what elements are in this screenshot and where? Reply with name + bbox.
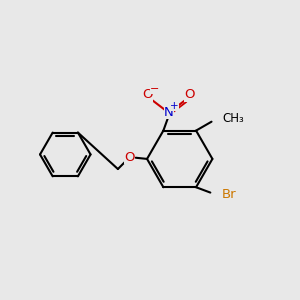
Text: +: + [170,101,179,111]
Text: O: O [184,88,195,101]
Text: Br: Br [222,188,236,202]
Text: CH₃: CH₃ [223,112,244,124]
Text: O: O [143,88,153,101]
Text: −: − [150,84,159,94]
Text: O: O [124,151,134,164]
Text: N: N [164,106,174,119]
